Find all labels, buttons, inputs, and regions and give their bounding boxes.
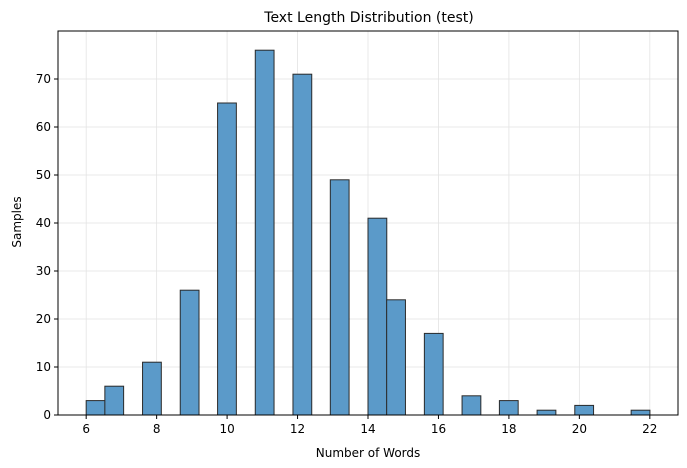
y-axis-label: Samples xyxy=(10,196,24,247)
histogram-bar xyxy=(498,400,519,416)
x-tick-label: 14 xyxy=(360,422,375,436)
histogram-bar xyxy=(104,385,125,416)
x-tick-label: 10 xyxy=(219,422,234,436)
histogram-bar xyxy=(217,102,237,416)
y-tick-label: 60 xyxy=(36,120,51,134)
x-tick-label: 6 xyxy=(82,422,90,436)
x-tick-label: 8 xyxy=(153,422,161,436)
x-axis-ticks: 6 8 10 12 14 16 18 20 22 xyxy=(82,415,657,436)
y-axis-ticks: 0 10 20 30 40 50 60 70 xyxy=(36,72,58,422)
x-tick-label: 12 xyxy=(290,422,305,436)
y-tick-label: 0 xyxy=(43,408,51,422)
x-axis-label: Number of Words xyxy=(316,446,421,460)
histogram-bar xyxy=(630,409,651,416)
chart-title: Text Length Distribution (test) xyxy=(263,10,473,26)
histogram-bar xyxy=(179,289,200,416)
histogram-bar xyxy=(85,400,106,416)
histogram-bar xyxy=(292,73,313,416)
histogram-bar xyxy=(367,217,388,416)
y-tick-label: 20 xyxy=(36,312,51,326)
y-tick-label: 10 xyxy=(36,360,51,374)
x-tick-label: 16 xyxy=(431,422,446,436)
histogram-bar xyxy=(536,409,557,416)
y-tick-label: 30 xyxy=(36,264,51,278)
histogram-bar xyxy=(461,395,482,416)
x-tick-label: 22 xyxy=(642,422,657,436)
histogram-bar xyxy=(254,49,275,416)
x-tick-label: 18 xyxy=(501,422,516,436)
y-tick-label: 40 xyxy=(36,216,51,230)
y-tick-label: 70 xyxy=(36,72,51,86)
histogram-bar xyxy=(386,299,406,416)
histogram-bar xyxy=(142,361,162,416)
y-tick-label: 50 xyxy=(36,168,51,182)
histogram-bar xyxy=(329,179,350,416)
histogram-bar xyxy=(574,404,595,416)
x-tick-label: 20 xyxy=(572,422,587,436)
histogram-bar xyxy=(423,332,444,416)
